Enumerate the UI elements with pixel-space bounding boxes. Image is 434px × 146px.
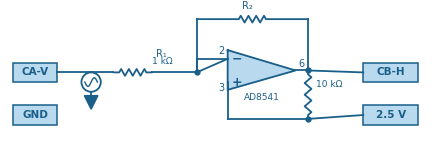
FancyBboxPatch shape	[13, 105, 57, 125]
Text: CA-V: CA-V	[21, 67, 49, 77]
Text: AD8541: AD8541	[243, 93, 279, 102]
Text: CB-H: CB-H	[376, 67, 404, 77]
FancyBboxPatch shape	[362, 105, 418, 125]
Text: R₂: R₂	[241, 1, 252, 11]
Text: GND: GND	[22, 110, 48, 120]
Text: R₁: R₁	[156, 49, 167, 59]
FancyBboxPatch shape	[13, 63, 57, 82]
Text: 6: 6	[298, 59, 304, 69]
Text: 3: 3	[218, 83, 224, 93]
Text: +: +	[231, 76, 242, 89]
Text: 2.5 V: 2.5 V	[375, 110, 405, 120]
Text: −: −	[232, 52, 242, 65]
Text: 1 kΩ: 1 kΩ	[151, 57, 172, 66]
Polygon shape	[227, 50, 295, 90]
Text: 2: 2	[218, 46, 224, 56]
Text: 10 kΩ: 10 kΩ	[315, 80, 342, 88]
FancyBboxPatch shape	[362, 63, 418, 82]
Polygon shape	[84, 96, 98, 109]
